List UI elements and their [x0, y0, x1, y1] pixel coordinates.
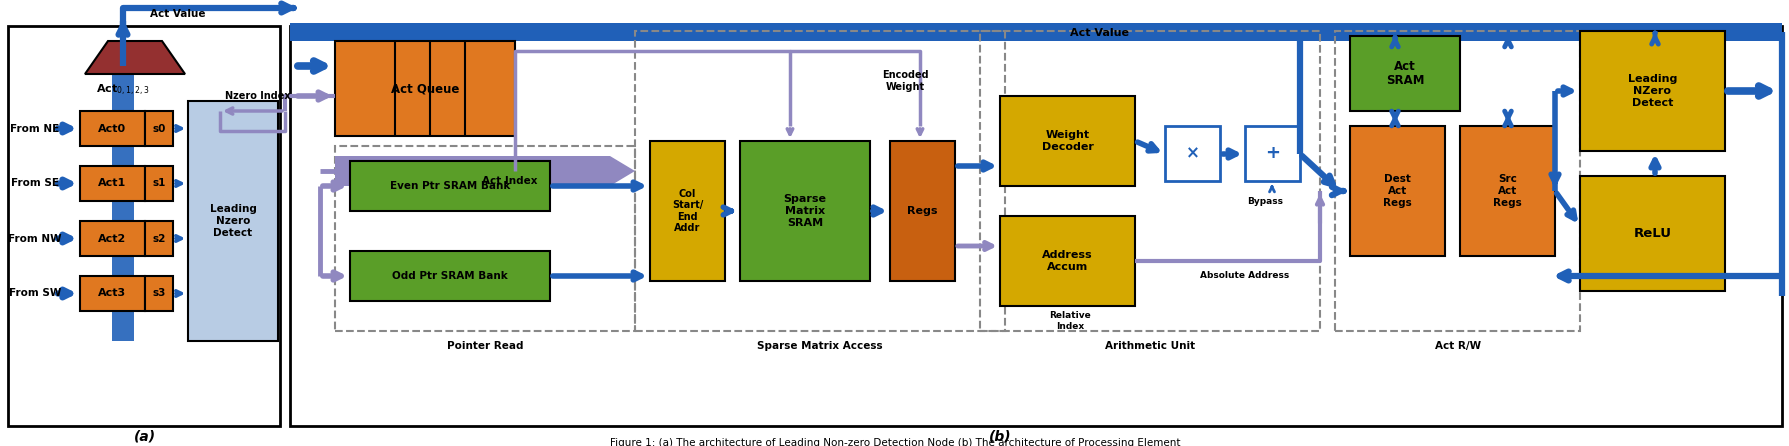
Text: Act2: Act2	[98, 234, 127, 244]
Bar	[290, 26, 1782, 426]
Bar	[1349, 126, 1444, 256]
Bar	[979, 31, 1318, 331]
Text: Act
SRAM: Act SRAM	[1385, 59, 1424, 87]
Text: Relative
Index: Relative Index	[1048, 311, 1090, 330]
Text: s0: s0	[152, 124, 166, 133]
Text: From SE: From SE	[11, 178, 59, 189]
Text: Col
Start/
End
Addr: Col Start/ End Addr	[671, 189, 703, 233]
Text: Weight
Decoder: Weight Decoder	[1041, 130, 1093, 152]
Bar	[649, 141, 725, 281]
Bar	[81, 166, 145, 201]
Text: Act Queue: Act Queue	[390, 82, 460, 95]
Text: Act Value: Act Value	[150, 9, 206, 19]
Text: Act3: Act3	[98, 289, 127, 298]
Bar	[1580, 31, 1725, 151]
Bar	[351, 161, 549, 211]
Bar	[145, 166, 174, 201]
Text: Encoded
Weight: Encoded Weight	[882, 70, 928, 92]
Bar	[351, 251, 549, 301]
Bar	[635, 31, 1004, 331]
Text: ReLU: ReLU	[1633, 227, 1671, 240]
Text: From SW: From SW	[9, 289, 61, 298]
Text: Regs: Regs	[907, 206, 937, 216]
Bar	[889, 141, 955, 281]
Text: Arithmetic Unit: Arithmetic Unit	[1104, 341, 1195, 351]
Text: Dest
Act
Regs: Dest Act Regs	[1383, 174, 1412, 207]
Text: Leading
NZero
Detect: Leading NZero Detect	[1626, 74, 1676, 107]
Text: Leading
Nzero
Detect: Leading Nzero Detect	[209, 204, 256, 238]
Text: Nzero Index: Nzero Index	[225, 91, 290, 101]
Text: Act$_{0,1,2,3}$: Act$_{0,1,2,3}$	[97, 83, 150, 98]
Bar	[739, 141, 869, 281]
Text: s3: s3	[152, 289, 166, 298]
Text: Act R/W: Act R/W	[1435, 341, 1480, 351]
Text: +: +	[1265, 145, 1279, 162]
Text: From NE: From NE	[11, 124, 59, 133]
Bar	[81, 221, 145, 256]
Text: From NW: From NW	[9, 234, 63, 244]
Bar	[335, 146, 635, 331]
Text: Act0: Act0	[98, 124, 127, 133]
Bar	[81, 111, 145, 146]
Bar	[1000, 216, 1134, 306]
Bar	[113, 66, 134, 341]
Bar	[188, 101, 277, 341]
Bar	[1000, 96, 1134, 186]
Text: Act Index: Act Index	[481, 176, 537, 186]
Bar	[1580, 176, 1725, 291]
Text: Pointer Read: Pointer Read	[447, 341, 522, 351]
Bar	[1245, 126, 1299, 181]
Text: Even Ptr SRAM Bank: Even Ptr SRAM Bank	[390, 181, 510, 191]
Text: ×: ×	[1184, 145, 1199, 162]
Bar	[81, 276, 145, 311]
Text: Figure 1: (a) The architecture of Leading Non-zero Detection Node (b) The archit: Figure 1: (a) The architecture of Leadin…	[610, 438, 1179, 446]
Text: Odd Ptr SRAM Bank: Odd Ptr SRAM Bank	[392, 271, 508, 281]
Bar	[145, 221, 174, 256]
Bar	[1165, 126, 1220, 181]
Text: Sparse
Matrix
SRAM: Sparse Matrix SRAM	[784, 194, 827, 227]
Bar	[1349, 36, 1460, 111]
Text: Absolute Address: Absolute Address	[1200, 272, 1288, 281]
Text: Bypass: Bypass	[1247, 197, 1283, 206]
Bar	[145, 111, 174, 146]
Bar	[145, 276, 174, 311]
Text: (a): (a)	[134, 429, 156, 443]
Text: s2: s2	[152, 234, 166, 244]
Text: Sparse Matrix Access: Sparse Matrix Access	[757, 341, 882, 351]
Polygon shape	[84, 41, 184, 74]
Bar	[1335, 31, 1580, 331]
Text: (b): (b)	[988, 429, 1011, 443]
Bar	[335, 41, 515, 136]
Bar	[7, 26, 279, 426]
Text: Act1: Act1	[98, 178, 127, 189]
Bar	[290, 23, 1782, 41]
FancyArrow shape	[335, 156, 635, 186]
Text: Src
Act
Regs: Src Act Regs	[1492, 174, 1521, 207]
Text: s1: s1	[152, 178, 166, 189]
Text: Act Value: Act Value	[1070, 28, 1129, 38]
Text: Address
Accum: Address Accum	[1041, 250, 1093, 272]
Bar	[1460, 126, 1555, 256]
